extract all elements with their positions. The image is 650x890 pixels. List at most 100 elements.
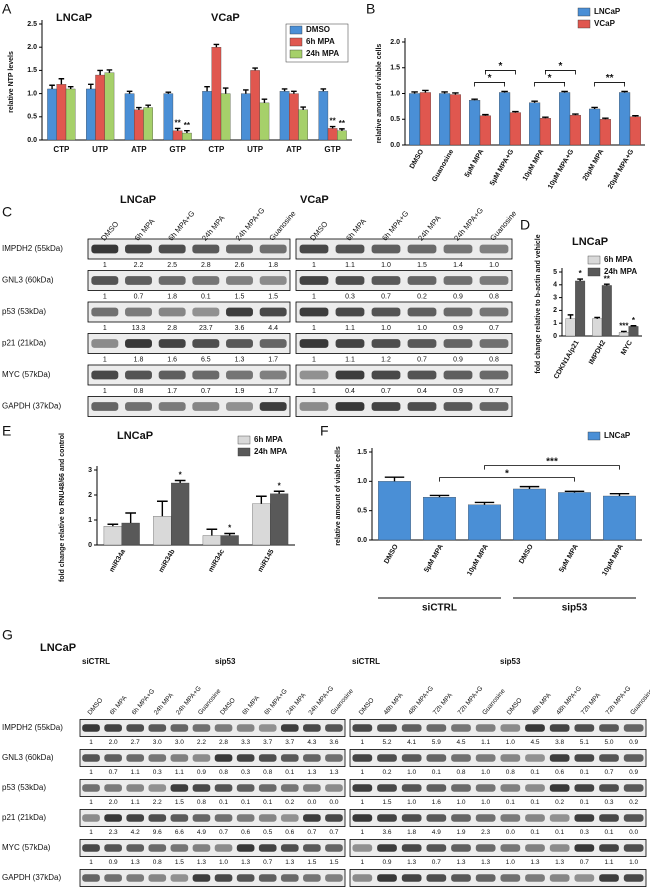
- band-quantification: 0.3: [604, 799, 613, 806]
- blot-band: [475, 724, 496, 732]
- band-quantification: 0.7: [489, 388, 499, 395]
- blot-band: [525, 784, 545, 792]
- bar: [539, 118, 551, 146]
- y-axis-label: relative NTP levels: [8, 51, 15, 113]
- y-tick-label: 2: [88, 492, 92, 499]
- error-bar: [224, 532, 236, 536]
- blot-band: [303, 784, 321, 792]
- blot-band: [148, 784, 167, 792]
- band-quantification: 0.1: [580, 799, 589, 806]
- bar: [252, 503, 271, 546]
- blot-band: [125, 402, 152, 411]
- blot-band: [303, 844, 321, 852]
- lane-label: 6h MPA: [241, 694, 261, 716]
- blot-band: [426, 784, 447, 792]
- error-bar: [49, 84, 55, 89]
- cell-line-label: VCaP: [300, 194, 329, 206]
- band-quantification: 4.5: [530, 739, 539, 746]
- band-quantification: 1: [103, 293, 107, 300]
- band-quantification: 1: [89, 829, 93, 836]
- bracket-label: *: [558, 61, 562, 72]
- blot-band: [443, 402, 473, 411]
- y-tick-label: 2.0: [390, 39, 400, 46]
- cell-line-label: LNCaP: [120, 194, 156, 206]
- blot-band: [479, 276, 509, 285]
- error-bar: [291, 90, 297, 94]
- blot-band: [371, 244, 401, 254]
- band-quantification: 2.2: [134, 262, 144, 269]
- blot-band: [192, 402, 220, 411]
- error-bar: [255, 495, 267, 504]
- blot-band: [352, 874, 373, 882]
- blot-band: [401, 874, 422, 882]
- band-quantification: 0.3: [241, 769, 250, 776]
- x-tick-label: MYC: [620, 339, 634, 356]
- protein-label: p21 (21kDa): [2, 339, 46, 348]
- x-tick-label: CTP: [53, 145, 70, 154]
- x-tick-label: ATP: [286, 145, 302, 154]
- bar: [509, 112, 521, 146]
- bracket: [545, 70, 576, 75]
- bar: [259, 102, 270, 141]
- bracket-label: *: [488, 73, 492, 84]
- band-quantification: 4.9: [197, 829, 206, 836]
- lane-label: 24h MPA: [416, 214, 442, 243]
- band-quantification: 2.8: [167, 325, 177, 332]
- blot-band: [335, 307, 365, 317]
- blot-strip: [79, 869, 346, 887]
- band-quantification: 5.1: [580, 739, 589, 746]
- bar: [589, 108, 601, 146]
- blot-band: [500, 844, 521, 852]
- blot-band: [574, 784, 595, 792]
- band-quantification: 0.1: [530, 799, 539, 806]
- blot-band: [192, 307, 220, 317]
- panel-letter: E: [2, 423, 11, 439]
- blot-strip: [349, 869, 647, 887]
- blot-band: [401, 724, 422, 732]
- blot-band: [325, 784, 343, 792]
- bar: [47, 88, 57, 141]
- blot-band: [259, 370, 287, 380]
- band-quantification: 1.0: [629, 859, 638, 866]
- error-bar: [106, 69, 113, 73]
- blot-strip: [87, 270, 291, 291]
- band-quantification: 1.5: [268, 293, 278, 300]
- band-quantification: 2.8: [201, 262, 211, 269]
- band-quantification: 4.9: [432, 829, 441, 836]
- bar: [559, 92, 571, 146]
- bar: [603, 495, 636, 541]
- blot-band: [451, 724, 471, 732]
- blot-band: [623, 724, 644, 732]
- error-bar: [107, 523, 119, 527]
- blot-band: [226, 402, 253, 411]
- blot-band: [451, 844, 471, 852]
- band-quantification: 0.7: [580, 859, 589, 866]
- y-axis-label: fold change relative to b-actin and vehi…: [535, 234, 542, 373]
- lane-label: 24h MPA: [285, 691, 308, 716]
- lane-label: 48h MPA: [530, 691, 553, 716]
- band-quantification: 1.7: [268, 356, 278, 363]
- blot-band: [352, 844, 373, 852]
- error-bar: [204, 85, 210, 92]
- band-quantification: 0.8: [506, 769, 515, 776]
- band-quantification: 0.1: [506, 799, 515, 806]
- blot-band: [479, 402, 509, 411]
- blot-band: [259, 244, 287, 254]
- blot-band: [104, 874, 122, 882]
- band-quantification: 0.4: [417, 388, 427, 395]
- band-quantification: 0.1: [530, 829, 539, 836]
- x-tick-label: miR34c: [208, 548, 227, 573]
- band-quantification: 1: [103, 388, 107, 395]
- error-bar: [519, 485, 540, 489]
- blot-band: [574, 724, 595, 732]
- bar: [143, 107, 153, 141]
- legend-swatch: [289, 25, 303, 35]
- error-bar: [252, 67, 258, 71]
- band-quantification: 1: [361, 859, 365, 866]
- band-quantification: 0.8: [153, 859, 162, 866]
- x-tick-label: DMSO: [518, 543, 535, 565]
- protein-label: p21 (21kDa): [2, 813, 46, 822]
- error-bar: [577, 278, 584, 281]
- error-bar: [273, 490, 285, 494]
- blot-strip: [79, 749, 346, 767]
